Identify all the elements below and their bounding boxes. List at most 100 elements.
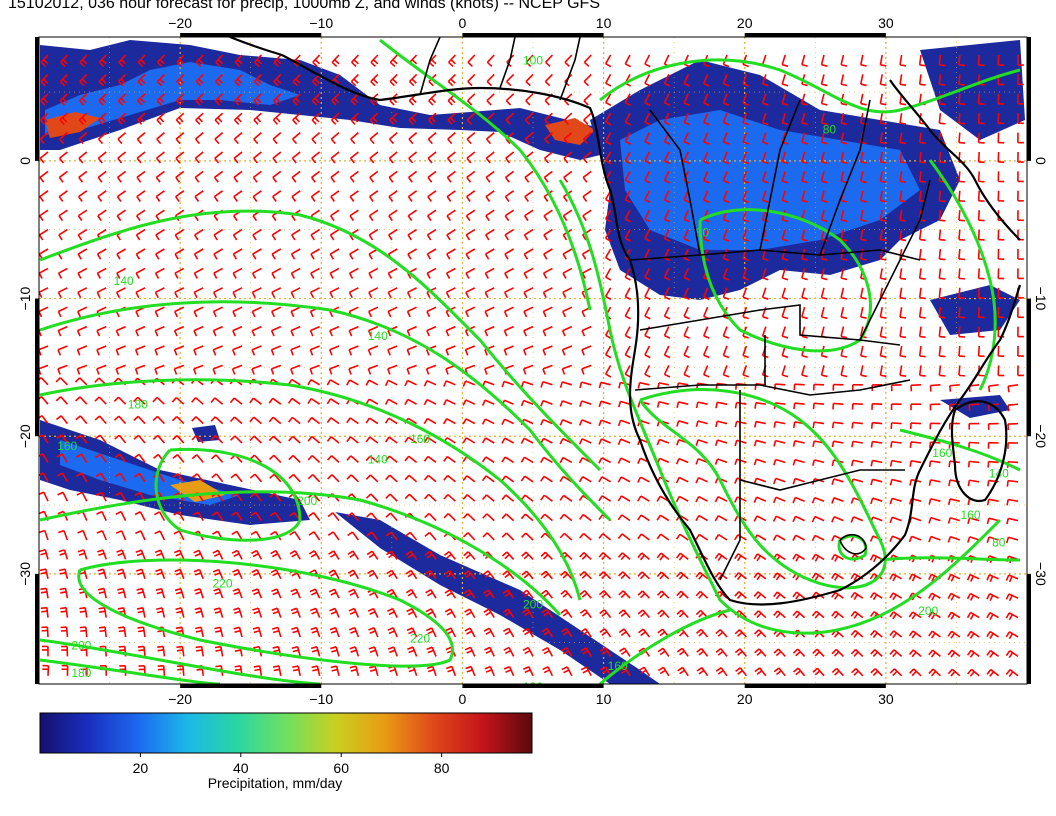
wind-barb [617,533,631,541]
wind-barb [232,306,243,318]
wind-barb [388,131,398,145]
wind-barb [116,170,127,183]
wind-barb [232,248,243,260]
wind-barb [368,626,379,638]
wind-barb [889,668,903,677]
wind-barb [484,665,495,677]
wind-barb [715,628,728,638]
wind-barb [644,112,651,126]
wind-barb [676,609,689,619]
wind-barb [328,345,340,356]
wind-barb [663,287,671,301]
wind-barb [986,517,999,525]
wind-barb [270,325,282,337]
wind-barb [792,591,806,600]
wind-barb [365,474,379,483]
wind-barb [389,112,398,125]
wind-barb [889,573,902,582]
wind-barb [483,589,495,599]
precip-blob-mozambique [940,395,1010,418]
wind-barb [742,132,749,145]
wind-barb [663,151,671,165]
wind-barb [271,228,282,241]
wind-barb [840,365,848,378]
wind-barb [39,453,49,463]
wind-barb [348,626,360,638]
wind-barb [350,112,359,125]
frame-bar-right [1027,573,1031,684]
wind-barb [703,229,710,242]
wind-barb [540,399,553,407]
wind-barb [466,170,476,183]
wind-barb [715,420,728,428]
precip-peak-gulf [545,118,595,145]
wind-barb [773,420,786,428]
wind-barb [967,460,980,468]
wind-barb [194,228,204,241]
wind-barb [408,131,418,145]
wind-barb [117,93,127,106]
wind-barb [425,608,437,618]
frame-bar-bottom [744,684,886,688]
wind-barb [598,419,611,426]
wind-barb [195,54,204,68]
wind-barb [326,436,340,444]
wind-barb [523,267,534,279]
wind-barb [501,494,515,502]
wind-barb [251,325,262,337]
wind-barb [977,307,985,319]
wind-barb [947,498,960,505]
wind-barb [367,345,379,356]
wind-barb [504,248,515,260]
wind-barb [734,572,747,581]
wind-barb [850,610,864,619]
wind-barb [406,608,418,618]
wind-barb [327,474,340,483]
wind-barb [370,73,379,87]
wind-barb [997,132,1005,144]
wind-barb [820,307,828,320]
wind-barb [462,437,476,444]
wind-barb [423,417,437,425]
wind-barb [977,190,985,202]
height-contour-north [599,58,1021,114]
lon-tick-label-top: 0 [459,15,467,31]
wind-barb [781,306,789,320]
wind-barb [563,151,573,164]
wind-barb [157,645,166,657]
wind-barb [427,112,437,125]
wind-barb [540,551,553,560]
wind-barb [195,626,204,638]
wind-barb [39,209,49,222]
wind-barb [172,473,185,483]
wind-barb [562,306,573,318]
wind-barb [544,73,553,87]
wind-barb [98,93,107,106]
wind-barb [428,93,437,106]
wind-barb [559,381,573,388]
wind-barb [695,401,708,409]
wind-barb [484,325,495,337]
wind-barb [695,495,708,503]
wind-barb [683,306,690,320]
wind-barb [115,510,127,521]
wind-barb [405,531,418,541]
wind-barb [504,190,515,202]
wind-barb [1017,326,1024,338]
height-contour-200 [39,490,562,616]
wind-barb [792,553,806,562]
wind-barb [742,229,749,242]
wind-barb [115,491,127,502]
wind-barb [136,131,146,145]
wind-barb [57,491,69,502]
wind-barb [233,131,243,145]
wind-barb [578,438,592,445]
wind-barb [134,345,146,356]
wind-barb [39,151,49,164]
wind-barb [234,54,243,68]
border-14 [839,533,867,555]
wind-barb [772,572,786,581]
wind-barb [850,629,864,638]
wind-barb [958,113,966,125]
frame-bar-bottom [462,684,604,688]
